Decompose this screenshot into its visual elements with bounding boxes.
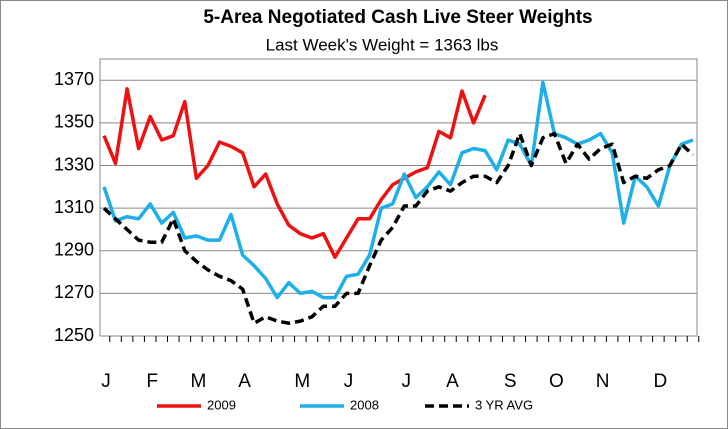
x-tick-label: J bbox=[101, 371, 111, 392]
y-tick-label: 1270 bbox=[54, 282, 94, 302]
x-tick-label: O bbox=[549, 371, 564, 392]
y-tick-label: 1250 bbox=[54, 325, 94, 345]
legend-label: 2008 bbox=[350, 397, 379, 412]
legend-label: 2009 bbox=[207, 397, 236, 412]
x-tick-label: N bbox=[596, 371, 610, 392]
legend-label: 3 YR AVG bbox=[475, 397, 533, 412]
x-tick-label: D bbox=[653, 371, 667, 392]
x-tick-label: M bbox=[294, 371, 310, 392]
y-tick-label: 1310 bbox=[54, 197, 94, 217]
chart-title: 5-Area Negotiated Cash Live Steer Weight… bbox=[203, 7, 592, 28]
x-tick-label: J bbox=[344, 371, 354, 392]
x-tick-label: S bbox=[504, 371, 517, 392]
line-series bbox=[102, 87, 487, 259]
x-tick-label: A bbox=[446, 371, 459, 392]
y-tick-label: 1350 bbox=[54, 112, 94, 132]
line-series bbox=[102, 80, 694, 300]
x-tick-label: A bbox=[238, 371, 251, 392]
x-tick-label: F bbox=[146, 371, 158, 392]
y-tick-label: 1370 bbox=[54, 69, 94, 89]
x-tick-label: J bbox=[402, 371, 412, 392]
y-tick-label: 1330 bbox=[54, 154, 94, 174]
y-tick-label: 1290 bbox=[54, 240, 94, 260]
line-series bbox=[102, 131, 695, 325]
x-tick-label: M bbox=[190, 371, 206, 392]
chart-subtitle: Last Week's Weight = 1363 lbs bbox=[266, 35, 499, 54]
